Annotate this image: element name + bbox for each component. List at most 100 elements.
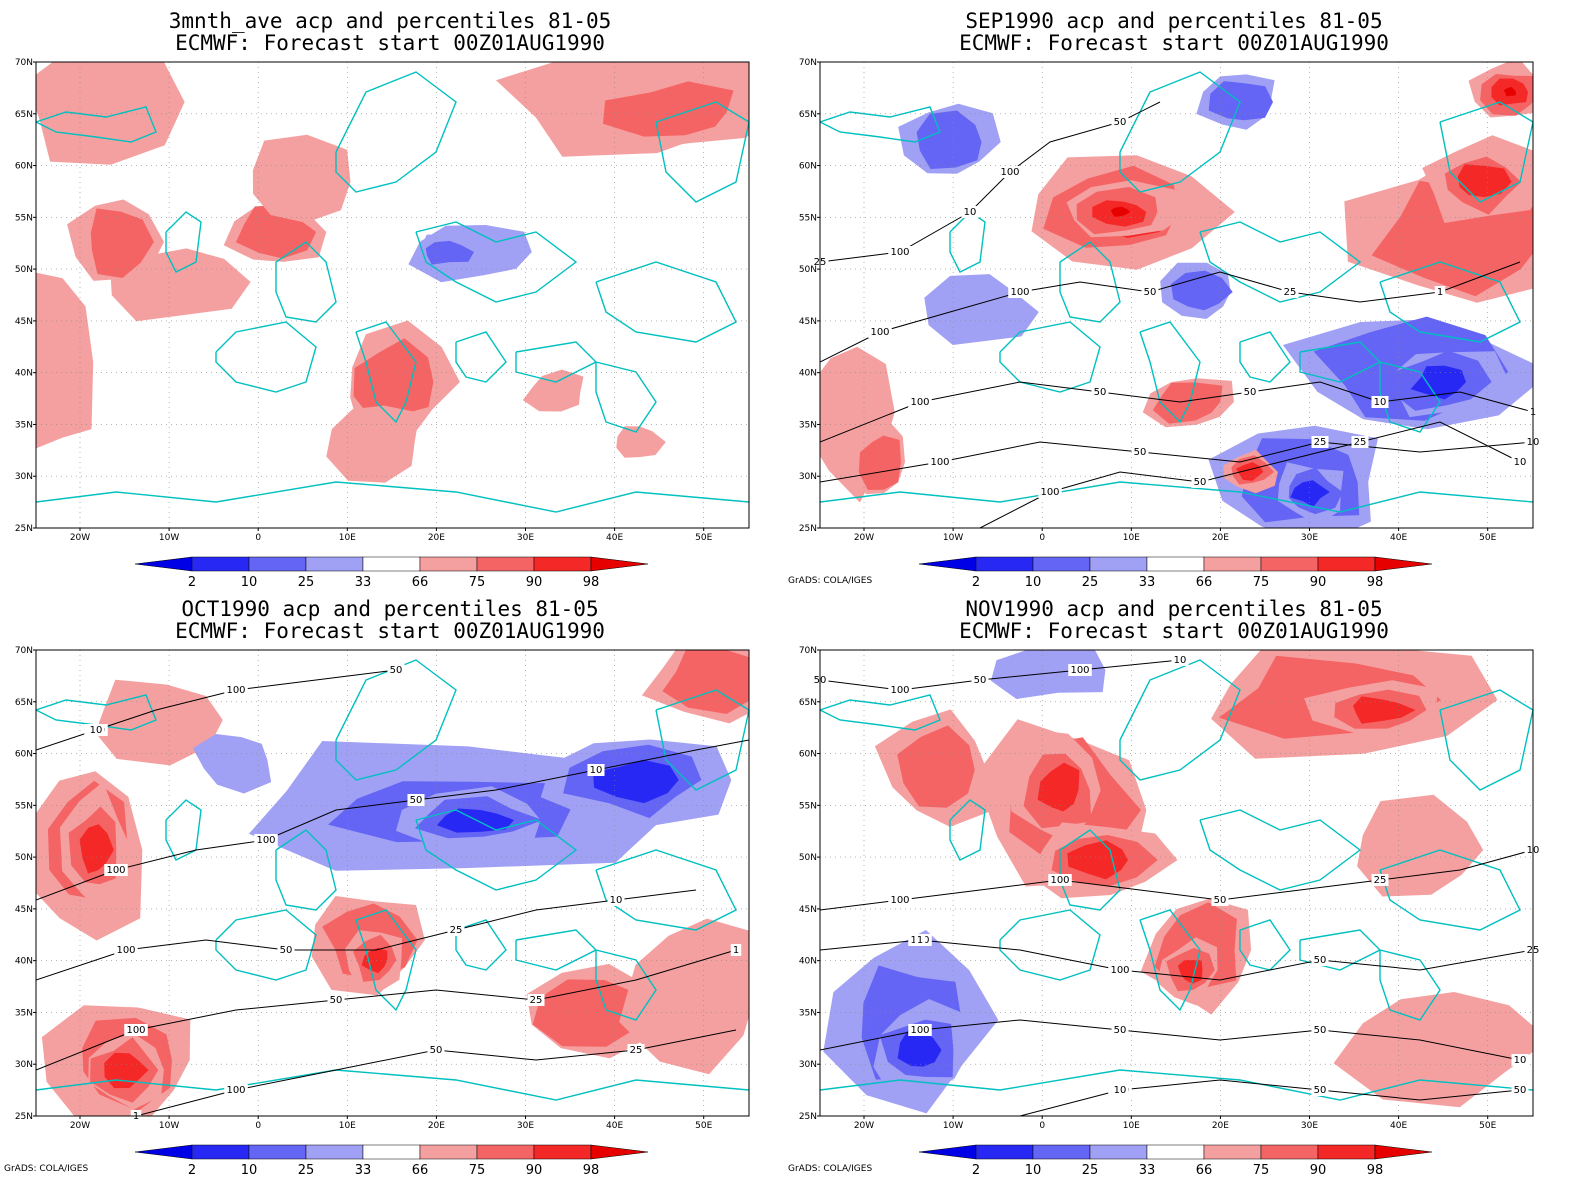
colorbar-segment (533, 1144, 592, 1160)
longitude-label: 30E (517, 533, 534, 543)
contour-label: 100 (1040, 487, 1059, 498)
contour-label-bg (607, 894, 625, 906)
latitude-label: 40N (15, 957, 33, 967)
coastline (595, 261, 737, 343)
contour-label: 50 (1314, 1085, 1327, 1096)
map-frame (819, 61, 1534, 529)
contour-line (820, 849, 1533, 911)
longitude-label: 30E (1301, 1121, 1318, 1131)
wet-anomaly-shade (897, 725, 975, 808)
contour-label-bg (928, 456, 952, 468)
colorbar-segment (419, 1144, 478, 1160)
contour-label: 100 (1050, 875, 1069, 886)
wet-anomaly-shade (326, 405, 420, 483)
contour-label: 100 (910, 397, 929, 408)
longitude-label: 20W (854, 533, 874, 543)
contour-label: 100 (930, 457, 949, 468)
colorbar-segment (1146, 1144, 1205, 1160)
wet-anomaly-shade (1353, 696, 1416, 724)
colorbar-level-label: 90 (526, 575, 543, 590)
colorbar-segment (1260, 1144, 1319, 1160)
latitude-label: 65N (15, 110, 33, 120)
wet-anomaly-shade (1236, 462, 1264, 481)
latitude-label: 55N (799, 801, 817, 811)
contour-label: 25 (1284, 287, 1297, 298)
colorbar-segment (1146, 556, 1205, 572)
latitude-label: 60N (799, 162, 817, 172)
contour-label-bg (1091, 386, 1109, 398)
latitude-label: 65N (799, 698, 817, 708)
longitude-label: 30E (1301, 533, 1318, 543)
contour-label: 50 (1314, 1025, 1327, 1036)
colorbar-segment (1089, 1144, 1148, 1160)
percentile-map: 1001001001001001001001005050505050505050… (799, 646, 1542, 1178)
longitude-label: 20E (1212, 1121, 1229, 1131)
colorbar-arrow-high (1374, 556, 1433, 572)
map-plot-area: 1001001001001001001005050505050252525101… (15, 646, 750, 1131)
panel-subtitle: ECMWF: Forecast start 00Z01AUG1990 (175, 619, 605, 643)
contour-line (820, 1019, 1521, 1061)
contour-label: 100 (910, 1025, 929, 1036)
dry-anomaly-shade (990, 650, 1106, 699)
colorbar-level-label: 75 (1253, 575, 1270, 590)
contour-label-bg (888, 894, 912, 906)
colorbar-level-label: 25 (1082, 575, 1099, 590)
panel-oct1990: OCT1990 acp and percentiles 81-05 ECMWF:… (0, 588, 780, 1186)
dry-anomaly-shade (897, 1029, 942, 1067)
contour-label: 50 (280, 945, 293, 956)
dry-anomaly-shade (924, 274, 1039, 345)
latitude-label: 50N (799, 853, 817, 863)
contour-label-bg (1511, 1054, 1529, 1066)
longitude-label: 20E (428, 533, 445, 543)
wet-anomaly-shade (1152, 382, 1223, 424)
wet-anomaly-shade (252, 134, 351, 223)
latitude-label: 45N (799, 317, 817, 327)
contour-label: 50 (1314, 955, 1327, 966)
latitude-label: 45N (15, 317, 33, 327)
coastline (1199, 221, 1362, 303)
longitude-label: 20W (854, 1121, 874, 1131)
contour-label-bg (1311, 1084, 1329, 1096)
coastline (1379, 849, 1521, 931)
percentile-map: 1001001001001001001005050505050252525101… (15, 646, 750, 1178)
colorbar-level-label: 33 (355, 575, 372, 590)
colorbar-level-label: 98 (583, 1163, 600, 1178)
coastline (820, 106, 941, 143)
grads-credit: GrADS: COLA/IGES (788, 1164, 873, 1174)
colorbar-segment (362, 1144, 421, 1160)
colorbar-segment (476, 1144, 535, 1160)
grads-credit: GrADS: COLA/IGES (788, 576, 873, 586)
colorbar-segment (305, 556, 364, 572)
colorbar-level-label: 90 (1310, 575, 1327, 590)
colorbar-level-label: 33 (1139, 1163, 1156, 1178)
map-frame (819, 649, 1534, 1117)
coastline (1379, 949, 1441, 1021)
panel-nov1990: NOV1990 acp and percentiles 81-05 ECMWF:… (784, 588, 1564, 1186)
coastline (335, 71, 457, 193)
wet-anomaly-shade (361, 947, 388, 974)
contour-label: 10 (1514, 457, 1527, 468)
contour-label-bg (868, 326, 892, 338)
dry-anomaly-shade (1290, 480, 1330, 507)
colorbar-level-label: 25 (298, 1163, 315, 1178)
colorbar-segment (1089, 556, 1148, 572)
latitude-label: 55N (15, 801, 33, 811)
colorbar-segment (1032, 1144, 1091, 1160)
wet-anomaly-shade (616, 426, 666, 458)
coastline (215, 909, 317, 981)
contour-label-bg (387, 664, 405, 676)
contour-line (820, 939, 1533, 981)
contour-label-bg (224, 684, 248, 696)
longitude-label: 20E (428, 1121, 445, 1131)
contour-label-bg (124, 1024, 148, 1036)
coastline (1299, 929, 1382, 971)
contour-label: 50 (1194, 477, 1207, 488)
colorbar: 2 10 25 33 66 75 90 98 (134, 556, 649, 590)
coastline (455, 919, 507, 971)
dry-anomaly-shade (1410, 365, 1466, 400)
map-frame (35, 61, 750, 529)
contour-label-bg (908, 1024, 932, 1036)
contour-label-bg (587, 764, 605, 776)
colorbar-level-label: 75 (469, 575, 486, 590)
coastline (949, 799, 986, 861)
